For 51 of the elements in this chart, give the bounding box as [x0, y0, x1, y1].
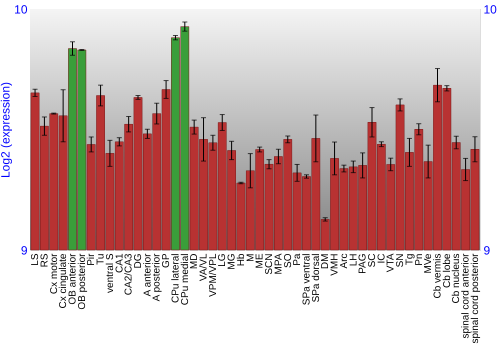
x-tick-label: A anterior	[142, 252, 154, 296]
x-tick-label: SO	[282, 253, 294, 268]
x-tick-label: CA1	[114, 253, 126, 273]
x-tick-label: VA/VL	[198, 253, 210, 282]
x-tick-label: Pa	[292, 253, 304, 266]
x-tick-label: Hb	[236, 253, 247, 266]
x-tick-label: LH	[348, 254, 360, 266]
x-tick-label: Cb nucleus	[451, 254, 462, 304]
x-tick-label: Cx motor	[48, 252, 60, 294]
x-tick-label: Cx cingulate	[58, 253, 70, 309]
x-tick-label: A posterior	[152, 252, 163, 302]
x-tick-label: spinal cord anterior	[460, 252, 472, 339]
x-tick-label: Cb lobe	[442, 253, 453, 288]
x-tick-label: ventral S	[104, 253, 116, 293]
x-tick-label: CA2/CA3	[124, 253, 135, 296]
x-tick-label: SC	[366, 254, 378, 268]
x-tick-label: spinal cord posterior	[470, 252, 481, 344]
x-tick-label: MVe	[423, 253, 434, 274]
x-tick-label: CPu medial	[180, 254, 191, 306]
x-tick-label: SPa ventral	[301, 254, 312, 306]
y-axis-title: Log2 (expression)	[0, 82, 12, 178]
x-tick-label: SPa dorsal	[310, 254, 322, 302]
x-tick-label: IC	[376, 254, 388, 264]
x-tick-label: Arc	[338, 254, 350, 268]
x-tick-label: SN	[395, 254, 406, 268]
x-tick-label: OB posterior	[76, 252, 88, 310]
x-tick-label: LS	[30, 253, 42, 266]
x-tick-label: CPu lateral	[170, 254, 182, 303]
x-tick-label: OB anterior	[67, 252, 78, 305]
x-tick-label: Pir	[86, 252, 98, 266]
x-tick-label: PAG	[358, 253, 369, 274]
x-tick-label: VPM/VPL	[208, 253, 219, 297]
x-tick-label: M	[245, 254, 256, 262]
x-tick-label: DG	[133, 253, 144, 268]
x-tick-label: GP	[161, 253, 172, 268]
x-tick-label: ME	[254, 253, 266, 268]
x-tick-label: RS	[39, 253, 50, 268]
y2-tick-label: 10	[484, 2, 498, 16]
x-tick-label: Tu	[96, 254, 107, 265]
x-tick-label: LG	[217, 253, 228, 267]
y2-tick-label: 9	[484, 244, 490, 258]
x-tick-label: Cb vermis	[432, 254, 444, 299]
x-tick-label: Tg	[404, 254, 416, 266]
x-tick-label: MPA	[273, 253, 284, 274]
x-tick-label: VTA	[386, 253, 397, 272]
x-tick-label: SCN	[264, 254, 276, 275]
x-tick-label: VMH	[330, 254, 341, 276]
x-tick-label: DM	[320, 254, 332, 270]
x-tick-label: Pn	[414, 254, 425, 266]
x-tick-label: MG	[226, 253, 238, 270]
x-tick-label: MD	[189, 254, 200, 270]
